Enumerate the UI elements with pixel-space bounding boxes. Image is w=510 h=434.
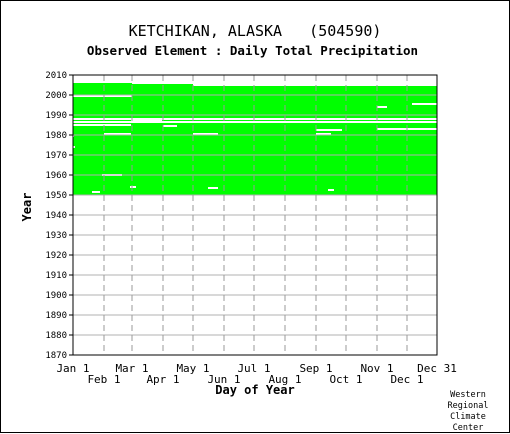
x-tick-label: Nov 1 xyxy=(360,362,393,375)
x-tick-label: Mar 1 xyxy=(115,362,148,375)
data-gap xyxy=(73,121,437,123)
x-tick-label: Jan 1 xyxy=(56,362,89,375)
y-tick-label: 1970 xyxy=(45,151,67,161)
data-gap xyxy=(73,95,132,97)
x-tick-label: Jun 1 xyxy=(207,373,240,386)
x-tick-label: Jul 1 xyxy=(237,362,270,375)
data-gap xyxy=(316,133,331,135)
x-axis-ticks: Jan 1 Mar 1 May 1 Jul 1 Sep 1 Nov 1 Dec 31 Feb … xyxy=(56,362,456,386)
y-tick-label: 1990 xyxy=(45,111,67,121)
credit-line: Regional xyxy=(447,401,489,411)
x-tick-label: Oct 1 xyxy=(329,373,362,386)
y-tick-label: 1950 xyxy=(45,191,67,201)
data-gap xyxy=(73,146,75,148)
data-gap xyxy=(377,106,387,108)
data-gap xyxy=(163,125,177,127)
y-tick-label: 2010 xyxy=(45,71,67,81)
y-tick-label: 1890 xyxy=(45,311,67,321)
x-tick-label: Feb 1 xyxy=(87,373,120,386)
y-axis-ticks: 2010 2000 1990 1980 1970 1960 1950 1940 1930 1920… xyxy=(45,71,73,361)
credit-line: Climate xyxy=(450,412,486,422)
data-gap xyxy=(73,118,437,120)
data-gap xyxy=(73,124,131,126)
data-gap xyxy=(316,195,362,197)
chart-title: KETCHIKAN, ALASKA (504590) xyxy=(128,22,382,40)
data-gap xyxy=(328,189,334,191)
data-gap xyxy=(412,103,437,105)
y-axis-label: Year xyxy=(20,193,34,222)
y-tick-label: 1920 xyxy=(45,251,67,261)
y-tick-label: 1960 xyxy=(45,171,67,181)
coverage-block xyxy=(193,86,437,118)
x-tick-label: May 1 xyxy=(176,362,209,375)
credit-line: Center xyxy=(452,423,484,433)
data-gap xyxy=(131,119,162,122)
credit-line: Western xyxy=(450,390,486,400)
data-gap xyxy=(316,129,342,131)
x-axis-label: Day of Year xyxy=(215,383,294,397)
data-coverage-layer xyxy=(73,83,437,196)
x-tick-label: Dec 1 xyxy=(390,373,423,386)
y-tick-label: 1980 xyxy=(45,131,67,141)
y-tick-label: 2000 xyxy=(45,91,67,101)
y-tick-label: 1930 xyxy=(45,231,67,241)
y-tick-label: 1910 xyxy=(45,271,67,281)
y-tick-label: 1870 xyxy=(45,351,67,361)
data-gap xyxy=(130,186,136,188)
data-gap xyxy=(92,191,100,193)
y-tick-label: 1900 xyxy=(45,291,67,301)
x-tick-label: Dec 31 xyxy=(417,362,457,375)
credit-block: Western Regional Climate Center xyxy=(438,390,498,434)
coverage-block xyxy=(73,83,132,118)
x-tick-label: Apr 1 xyxy=(146,373,179,386)
data-gap xyxy=(104,133,131,135)
x-tick-label: Aug 1 xyxy=(268,373,301,386)
x-tick-label: Sep 1 xyxy=(299,362,332,375)
vertical-gridlines xyxy=(103,75,408,355)
data-gap xyxy=(208,187,218,189)
chart-subtitle: Observed Element : Daily Total Precipita… xyxy=(86,43,419,58)
y-tick-label: 1880 xyxy=(45,331,67,341)
coverage-block xyxy=(73,133,437,196)
data-gap xyxy=(193,133,218,135)
y-tick-label: 1940 xyxy=(45,211,67,221)
